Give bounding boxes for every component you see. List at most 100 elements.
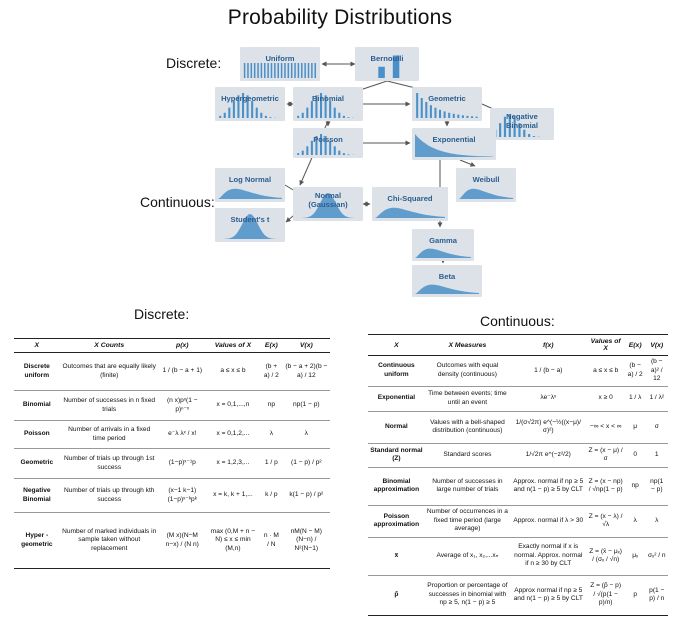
column-header: f(x) (510, 334, 587, 356)
table-row: Poisson Number of arrivals in a fixed tim… (14, 420, 330, 449)
table-row: Poisson approximation Number of occurrenc… (368, 505, 668, 538)
distribution-bar (301, 150, 304, 155)
table-cell-vx: 1 / λ² (645, 386, 668, 412)
node-label: Binomial (312, 94, 344, 103)
column-header: X (368, 334, 425, 356)
table-row: x̄ Average of x₁, x₂,...xₙ Exactly normal … (368, 537, 668, 576)
node-box (293, 87, 363, 121)
table-cell-vx: np(1 − p) (282, 390, 330, 421)
table-row: Discrete uniform Outcomes that are equall… (14, 352, 330, 391)
distribution-bar (315, 95, 318, 118)
node-exponential: Exponential (412, 128, 496, 160)
table-cell-ex: 1 / p (260, 448, 283, 479)
distribution-bar (294, 63, 296, 78)
table-cell-ex: (b − a) / 2 (624, 355, 646, 387)
table-cell-vx: p(1 − p) / n (645, 575, 668, 616)
table-cell-counts: Number of marked individuals in sample t… (59, 512, 159, 569)
distribution-bar (518, 123, 521, 137)
table-cell-measures: Number of successes in large number of t… (424, 467, 511, 506)
column-header: X Counts (59, 338, 159, 353)
table-cell-values: x ≥ 0 (586, 386, 625, 412)
distribution-bar (223, 112, 226, 118)
table-cell-name: Exponential (368, 386, 425, 412)
distribution-bar (247, 63, 249, 78)
table-cell-counts: Number of successes in n fixed trials (59, 390, 159, 421)
column-header: Values of X (586, 334, 625, 356)
distribution-bar (342, 153, 345, 155)
table-cell-fx: Approx. normal if np ≥ 5 and n(1 − p) ≥ … (510, 467, 587, 506)
distribution-bar (378, 66, 385, 78)
node-box (215, 87, 285, 121)
table-cell-fx: Approx. normal if λ > 30 (510, 505, 587, 538)
node-students-t: Student's t (215, 208, 285, 242)
distribution-bar (333, 146, 336, 155)
distribution-bar (320, 134, 323, 155)
node-label: Beta (439, 272, 456, 281)
node-beta: Beta (412, 265, 482, 297)
distribution-bar (347, 117, 350, 118)
distribution-bar (311, 63, 313, 78)
distribution-bar (314, 63, 316, 78)
node-label: Exponential (432, 135, 475, 144)
distribution-bar (246, 95, 249, 118)
distribution-bar (232, 101, 235, 118)
discrete-diagram-label: Discrete: (166, 55, 222, 71)
table-row: Hyper - geometric Number of marked indivi… (14, 512, 330, 569)
column-header: V(x) (645, 334, 668, 356)
column-header: V(x) (282, 338, 330, 353)
table-cell-name: Normal (368, 411, 425, 444)
table-row: Normal Values with a bell-shaped distribu… (368, 411, 668, 444)
node-label: Hypergeometric (221, 94, 279, 103)
table-cell-vx: σ (645, 411, 668, 444)
table-cell-vx: k(1 − p) / p² (282, 478, 330, 513)
node-chi-squared: Chi-Squared (372, 187, 448, 221)
table-cell-values: a ≤ x ≤ b (205, 352, 261, 391)
node-bernoulli: Bernoulli (355, 47, 419, 81)
continuous-table: X X Measures f(x) Values of X E(x) V(x) … (368, 334, 668, 616)
distribution-curve (218, 214, 282, 239)
distribution-bar (307, 63, 310, 78)
distribution-bar (320, 93, 323, 118)
distribution-bar (466, 115, 469, 118)
table-cell-ex: np (260, 390, 283, 421)
distribution-bar (392, 55, 400, 78)
table-cell-values: x = k, k + 1,... (205, 478, 261, 513)
distribution-bar (297, 153, 300, 155)
table-cell-ex: p (624, 575, 646, 616)
table-cell-ex: np (624, 467, 646, 506)
distribution-bar (306, 107, 309, 118)
distribution-bar (257, 63, 259, 78)
distribution-bar (297, 115, 300, 118)
distribution-bar (416, 93, 419, 118)
distribution-bar (255, 107, 258, 118)
table-cell-measures: Proportion or percentage of successes in… (424, 575, 511, 616)
table-cell-name: Geometric (14, 448, 60, 479)
distribution-bar (523, 129, 526, 137)
distribution-bar (324, 95, 327, 118)
distribution-bar (420, 98, 423, 118)
distribution-bar (280, 63, 283, 78)
distribution-bar (338, 112, 341, 118)
node-label: Log Normal (229, 175, 271, 184)
table-cell-vx: (1 − p) / p² (282, 448, 330, 479)
distribution-curve (459, 188, 513, 199)
distribution-bar (333, 107, 336, 118)
distribution-bar (528, 134, 531, 137)
table-cell-values: max (0,M + n − N) ≤ x ≤ min (M,n) (205, 512, 261, 569)
column-header: E(x) (624, 334, 646, 356)
table-cell-values: a ≤ x ≤ b (586, 355, 625, 387)
discrete-table-label: Discrete: (134, 306, 190, 322)
column-header: Values of X (205, 338, 261, 353)
distribution-bar (277, 63, 279, 78)
distribution-bar (532, 136, 536, 137)
distribution-bar (306, 146, 309, 155)
table-cell-vx: λ (282, 420, 330, 449)
node-label: Bernoulli (371, 54, 404, 63)
distribution-curve (296, 193, 360, 218)
distribution-bar (439, 109, 442, 118)
table-cell-px: e⁻λ λˣ / x! (158, 420, 206, 449)
distribution-bar (513, 116, 516, 137)
table-cell-vx: (b − a)² / 12 (645, 355, 668, 387)
table-row: Exponential Time between events; time unt… (368, 386, 668, 412)
distribution-bar (287, 63, 290, 78)
